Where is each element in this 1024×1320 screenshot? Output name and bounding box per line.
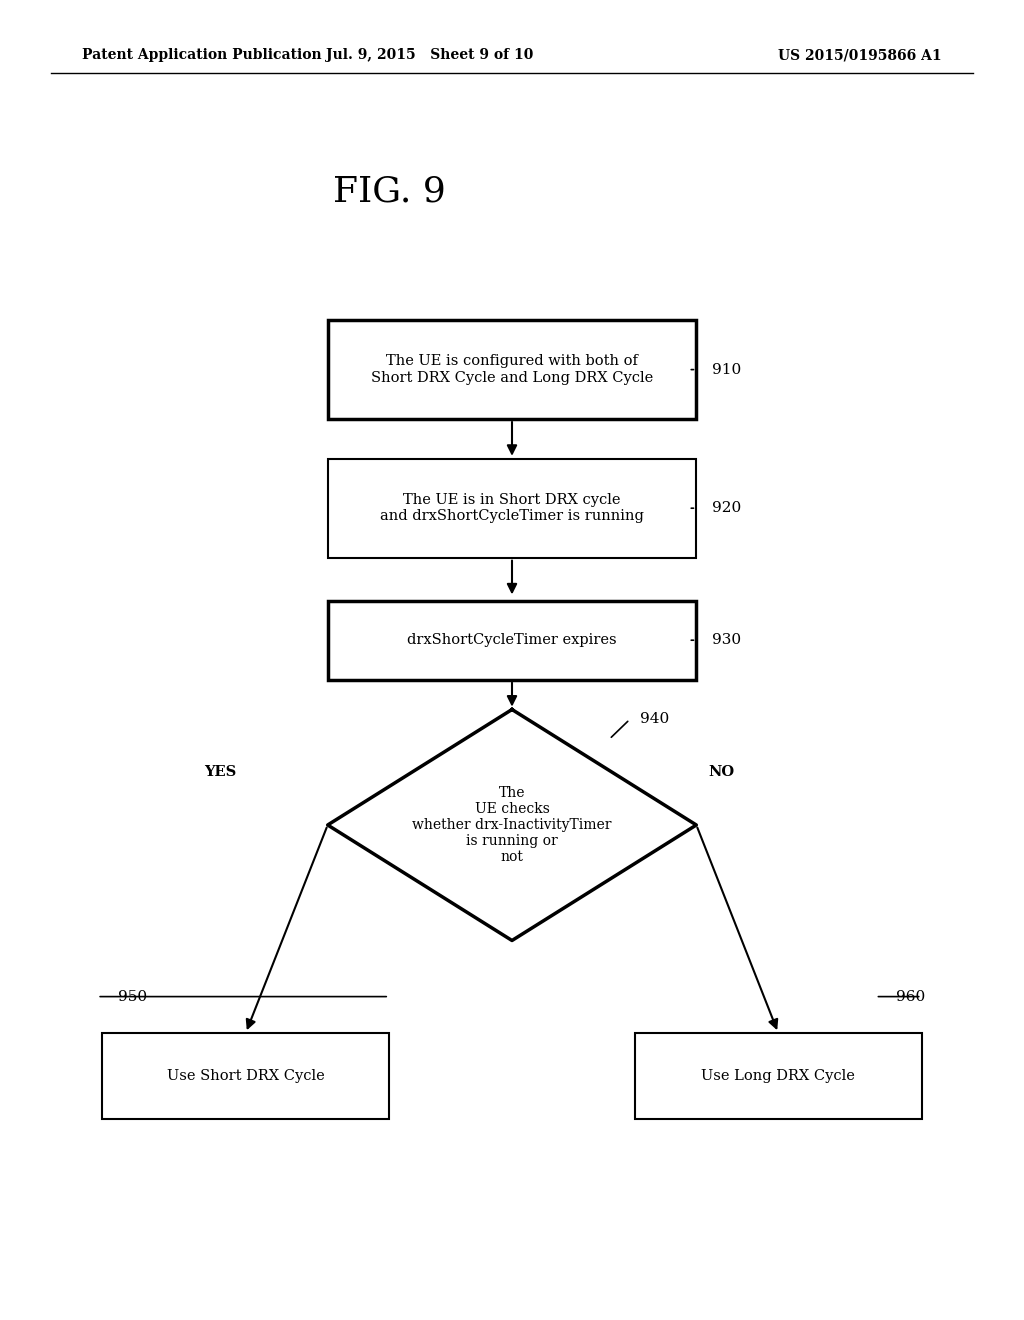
Text: The
UE checks
whether drx-InactivityTimer
is running or
not: The UE checks whether drx-InactivityTime… — [413, 785, 611, 865]
Text: The UE is in Short DRX cycle
and drxShortCycleTimer is running: The UE is in Short DRX cycle and drxShor… — [380, 494, 644, 523]
Text: Use Short DRX Cycle: Use Short DRX Cycle — [167, 1069, 325, 1082]
Text: 950: 950 — [118, 990, 146, 1003]
Text: Use Long DRX Cycle: Use Long DRX Cycle — [701, 1069, 855, 1082]
Text: NO: NO — [709, 766, 735, 779]
FancyBboxPatch shape — [635, 1032, 922, 1119]
Text: Jul. 9, 2015   Sheet 9 of 10: Jul. 9, 2015 Sheet 9 of 10 — [327, 49, 534, 62]
Text: drxShortCycleTimer expires: drxShortCycleTimer expires — [408, 634, 616, 647]
Text: YES: YES — [204, 766, 237, 779]
Text: The UE is configured with both of
Short DRX Cycle and Long DRX Cycle: The UE is configured with both of Short … — [371, 355, 653, 384]
FancyBboxPatch shape — [328, 321, 696, 420]
Text: Patent Application Publication: Patent Application Publication — [82, 49, 322, 62]
Text: 910: 910 — [712, 363, 741, 376]
Text: US 2015/0195866 A1: US 2015/0195866 A1 — [778, 49, 942, 62]
FancyBboxPatch shape — [328, 459, 696, 557]
Text: 930: 930 — [712, 634, 740, 647]
FancyBboxPatch shape — [328, 601, 696, 680]
Text: 960: 960 — [896, 990, 926, 1003]
Text: 940: 940 — [640, 713, 670, 726]
FancyBboxPatch shape — [102, 1032, 389, 1119]
Text: FIG. 9: FIG. 9 — [333, 174, 445, 209]
Polygon shape — [328, 710, 696, 940]
Text: 920: 920 — [712, 502, 741, 515]
